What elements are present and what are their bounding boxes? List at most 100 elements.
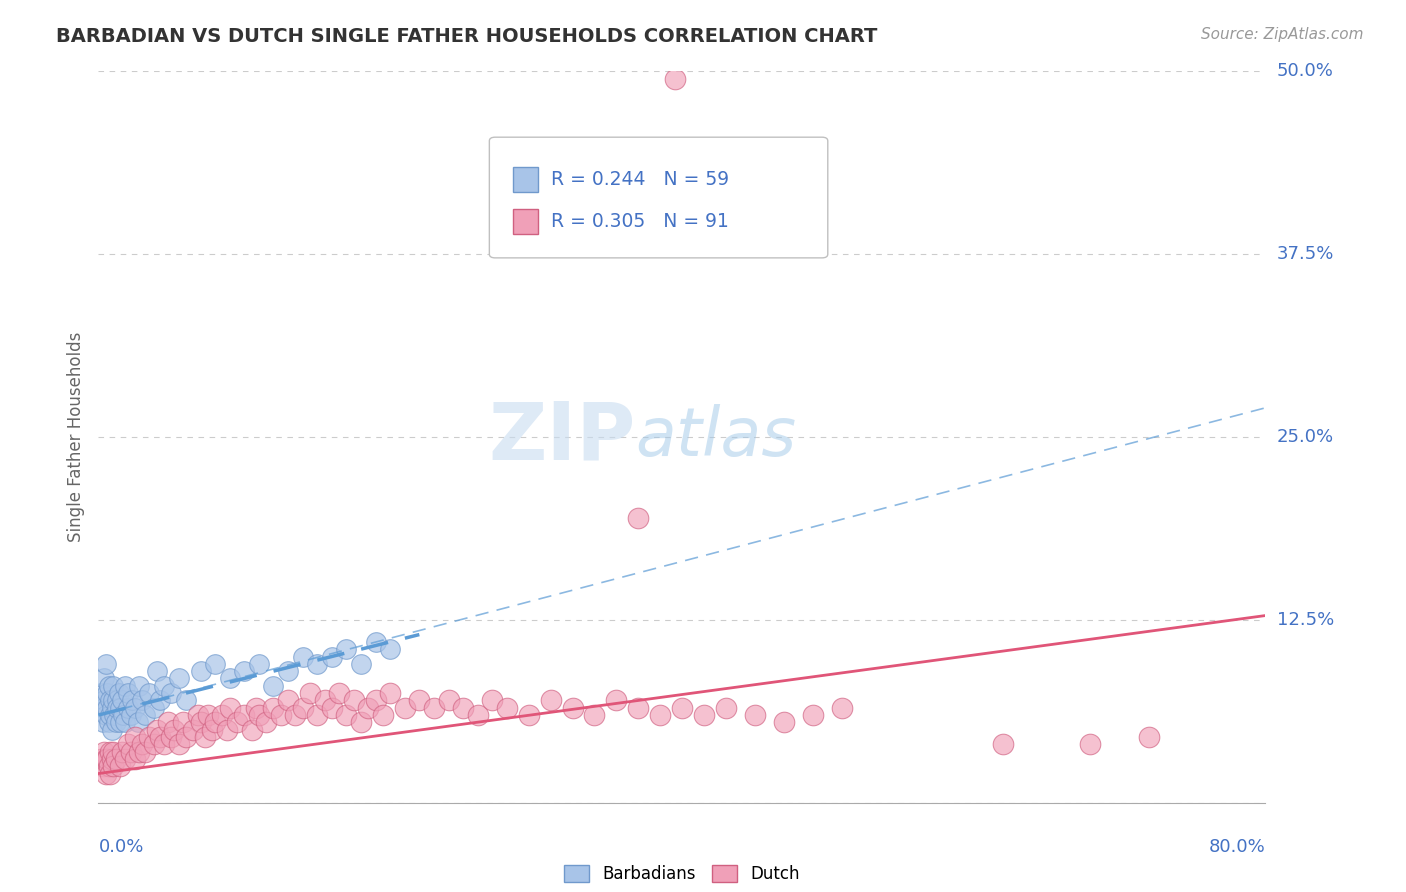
Point bbox=[350, 715, 373, 730]
Point bbox=[197, 708, 219, 723]
Point bbox=[328, 686, 350, 700]
Text: R = 0.305   N = 91: R = 0.305 N = 91 bbox=[551, 211, 730, 231]
Point bbox=[94, 657, 117, 671]
Point bbox=[744, 708, 766, 723]
Text: 37.5%: 37.5% bbox=[1277, 245, 1334, 263]
Point bbox=[364, 635, 387, 649]
Point bbox=[174, 730, 197, 744]
Point bbox=[124, 730, 146, 744]
Point bbox=[451, 700, 474, 714]
Point bbox=[437, 693, 460, 707]
Point bbox=[218, 672, 240, 686]
Point bbox=[664, 71, 686, 86]
Point bbox=[291, 649, 314, 664]
Point bbox=[105, 693, 128, 707]
Point bbox=[218, 700, 240, 714]
Point bbox=[371, 708, 394, 723]
Point bbox=[187, 708, 209, 723]
Point bbox=[583, 708, 606, 723]
Point bbox=[96, 752, 118, 766]
Point bbox=[201, 723, 224, 737]
Point bbox=[101, 759, 124, 773]
Point bbox=[270, 708, 292, 723]
Point bbox=[134, 745, 156, 759]
Point bbox=[495, 700, 517, 714]
Point bbox=[254, 715, 277, 730]
Point bbox=[194, 730, 217, 744]
Point bbox=[540, 693, 562, 707]
Point bbox=[714, 700, 737, 714]
Point bbox=[190, 715, 212, 730]
Text: 12.5%: 12.5% bbox=[1277, 611, 1334, 629]
Point bbox=[93, 745, 115, 759]
Point bbox=[240, 723, 263, 737]
Point bbox=[103, 708, 125, 723]
Point bbox=[284, 708, 307, 723]
Point bbox=[394, 700, 416, 714]
Point bbox=[517, 708, 540, 723]
Point bbox=[561, 700, 583, 714]
Point bbox=[215, 723, 238, 737]
Point bbox=[307, 708, 329, 723]
Point bbox=[211, 708, 233, 723]
Text: 80.0%: 80.0% bbox=[1209, 838, 1265, 855]
Point bbox=[128, 745, 150, 759]
Text: 25.0%: 25.0% bbox=[1277, 428, 1334, 446]
Point bbox=[181, 723, 204, 737]
Point bbox=[831, 700, 853, 714]
Text: ZIP: ZIP bbox=[488, 398, 636, 476]
Point bbox=[117, 686, 139, 700]
Point bbox=[321, 700, 343, 714]
Point bbox=[350, 657, 373, 671]
Text: Source: ZipAtlas.com: Source: ZipAtlas.com bbox=[1201, 27, 1364, 42]
Point bbox=[110, 700, 132, 714]
Point bbox=[153, 737, 176, 751]
Point bbox=[160, 730, 183, 744]
Point bbox=[98, 766, 121, 780]
Point bbox=[134, 708, 156, 723]
Point bbox=[138, 686, 160, 700]
Point bbox=[343, 693, 366, 707]
Point bbox=[94, 708, 117, 723]
Point bbox=[146, 664, 169, 678]
Point bbox=[605, 693, 627, 707]
FancyBboxPatch shape bbox=[513, 209, 538, 234]
Point bbox=[117, 737, 139, 751]
Point bbox=[773, 715, 796, 730]
Point bbox=[714, 167, 737, 181]
Point bbox=[98, 693, 121, 707]
Point bbox=[262, 700, 284, 714]
Point bbox=[467, 708, 489, 723]
Point bbox=[142, 737, 165, 751]
Point bbox=[174, 693, 197, 707]
Point bbox=[277, 664, 299, 678]
FancyBboxPatch shape bbox=[489, 137, 828, 258]
Point bbox=[117, 700, 139, 714]
Point bbox=[149, 730, 172, 744]
Point bbox=[96, 700, 118, 714]
Point bbox=[314, 693, 336, 707]
Point bbox=[160, 686, 183, 700]
Point bbox=[163, 723, 186, 737]
Point bbox=[110, 715, 132, 730]
Point bbox=[277, 693, 299, 707]
Point bbox=[104, 752, 127, 766]
Point bbox=[97, 715, 120, 730]
Point bbox=[127, 715, 149, 730]
Point bbox=[96, 686, 118, 700]
Point bbox=[97, 679, 120, 693]
Point bbox=[100, 752, 122, 766]
Point bbox=[364, 693, 387, 707]
Point bbox=[100, 700, 122, 714]
Point bbox=[110, 759, 132, 773]
Point bbox=[98, 708, 121, 723]
Text: atlas: atlas bbox=[636, 404, 796, 470]
Point bbox=[93, 693, 115, 707]
Point bbox=[671, 700, 693, 714]
Point bbox=[693, 708, 716, 723]
Point bbox=[93, 672, 115, 686]
Point bbox=[146, 723, 169, 737]
Point bbox=[104, 715, 127, 730]
Point bbox=[801, 708, 824, 723]
Point bbox=[90, 686, 112, 700]
